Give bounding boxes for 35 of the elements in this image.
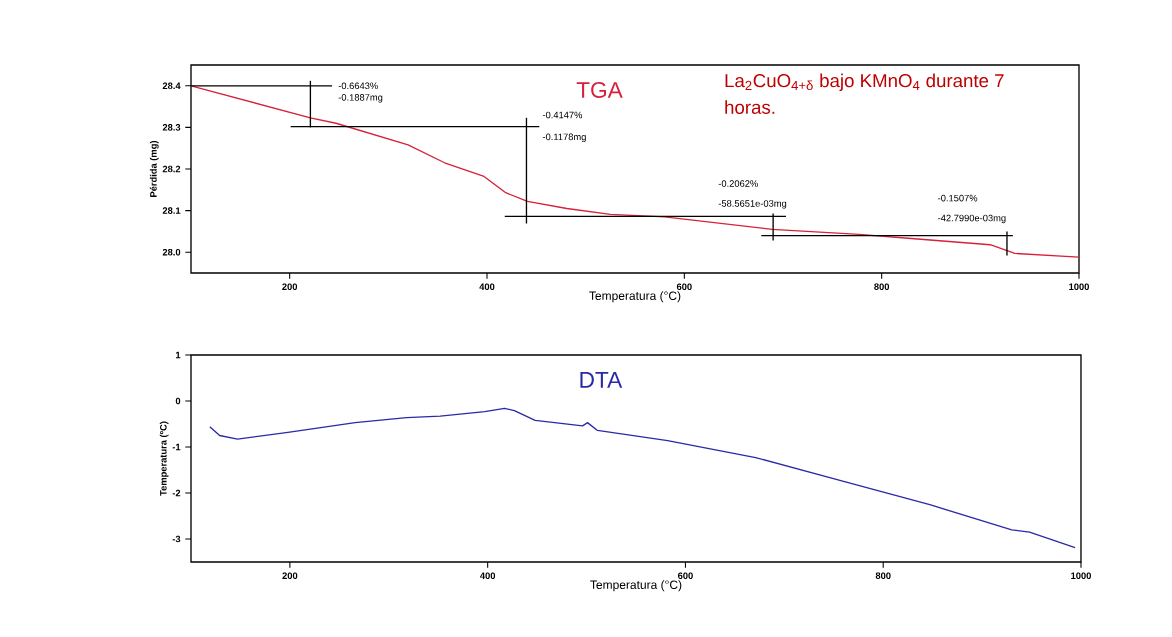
x-tick-label: 1000 (1069, 283, 1089, 290)
y-axis-title: Pérdida (mg) (149, 140, 159, 197)
annotation: -0.1178mg (542, 133, 586, 143)
x-tick-label: 400 (479, 283, 495, 290)
text: DTA (580, 372, 623, 388)
annotation: -42.7990e-03mg (938, 214, 1006, 224)
x-tick-label: 600 (677, 572, 693, 579)
x-axis-title: Temperatura (°C) (589, 291, 681, 303)
text: TGA (576, 81, 623, 98)
annotation: -0.1887mg (338, 94, 383, 103)
y-tick-label: 28.0 (162, 248, 181, 256)
y-tick-label: -3 (172, 535, 181, 543)
annotation: -0.1507% (938, 194, 978, 202)
annotation: -0.4147% (542, 111, 583, 119)
x-tick-label: 400 (480, 572, 496, 579)
y-axis-title: Temperatura (ºC) (159, 421, 169, 496)
y-tick-label: -1 (172, 443, 181, 451)
x-tick-label: 1000 (1071, 572, 1091, 579)
x-tick-label: 200 (282, 572, 298, 579)
annotation: -0.2062% (718, 180, 758, 187)
y-tick-label: 28.3 (162, 124, 181, 131)
x-tick-label: 200 (282, 283, 298, 290)
x-tick-label: 600 (676, 283, 692, 290)
y-tick-label: 28.2 (162, 165, 181, 173)
y-tick-label: 0 (175, 397, 181, 405)
y-tick-label: -2 (172, 489, 181, 497)
y-tick-label: 28.1 (162, 207, 181, 214)
annotation: -0.6643% (338, 82, 378, 90)
annotation: -58.5651e-03mg (718, 200, 787, 209)
y-tick-label: 1 (176, 351, 181, 359)
text: La$_{2}$CuO$_{4+δ}$ bajo KMnO$_{4}$ durante 7 horas. (725, 73, 1004, 114)
y-tick-label: 28.4 (162, 82, 181, 90)
x-tick-label: 800 (874, 283, 890, 290)
x-tick-label: 800 (875, 572, 891, 579)
x-axis-title: Temperatura (°C) (590, 580, 682, 592)
